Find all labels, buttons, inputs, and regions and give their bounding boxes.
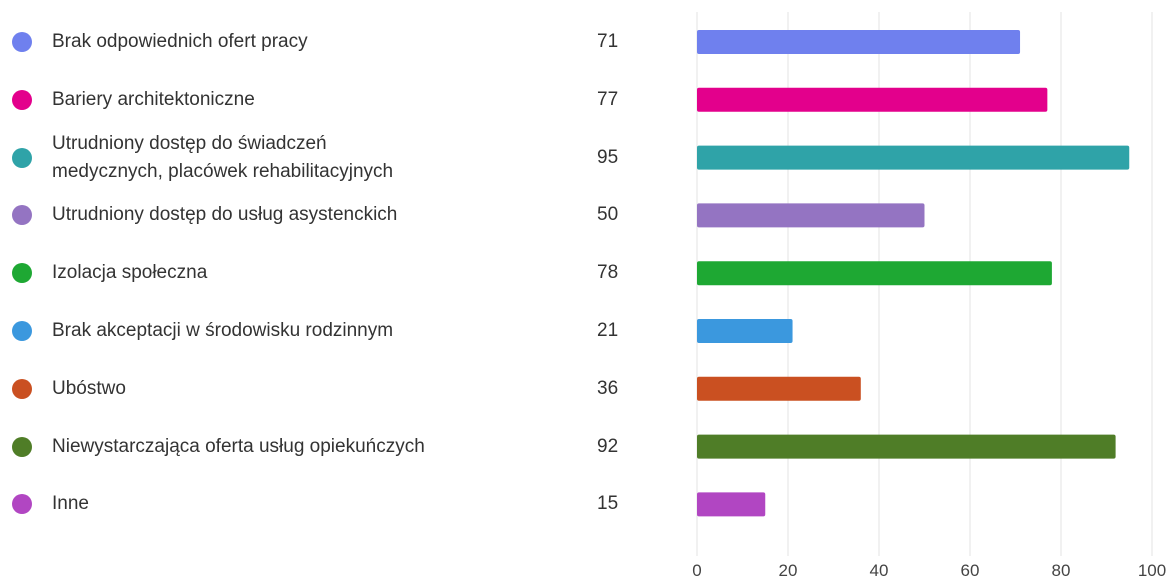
bar: [697, 434, 1116, 459]
bar: [697, 492, 766, 517]
bar: [697, 30, 1021, 54]
category-label: Izolacja społeczna: [52, 262, 208, 284]
legend-dot: [12, 263, 32, 284]
category-label: Utrudniony dostęp do usług asystenckich: [52, 204, 398, 226]
category-label: Ubóstwo: [52, 377, 126, 399]
legend-dot: [12, 89, 32, 110]
bar: [697, 145, 1130, 170]
x-tick-label: 100: [1138, 561, 1166, 580]
x-tick-label: 40: [870, 561, 889, 580]
count-label: 36: [597, 377, 619, 399]
bar: [697, 261, 1052, 286]
count-label: 77: [597, 88, 619, 110]
legend-dot: [12, 378, 32, 399]
x-tick-label: 20: [779, 561, 798, 580]
x-tick-label: 0: [692, 561, 701, 580]
bar: [697, 376, 861, 401]
count-label: 15: [597, 493, 619, 515]
count-label: 71: [597, 31, 619, 52]
legend-dot: [12, 147, 32, 168]
category-label: Utrudniony dostęp do świadczeń medycznyc…: [52, 132, 394, 182]
category-label: Brak akceptacji w środowisku rodzinnym: [52, 320, 394, 341]
bar: [697, 319, 793, 343]
category-label: Brak odpowiednich ofert pracy: [52, 31, 308, 52]
category-label: Bariery architektoniczne: [52, 88, 255, 110]
legend-dot: [12, 436, 32, 457]
x-tick-label: 80: [1052, 561, 1071, 580]
legend-dot: [12, 321, 32, 341]
count-label: 50: [597, 204, 619, 226]
bar: [697, 203, 925, 228]
category-label: Inne: [52, 493, 89, 515]
legend-dot: [12, 32, 32, 52]
count-label: 78: [597, 262, 619, 284]
legend-dot: [12, 205, 32, 226]
count-label: 21: [597, 320, 619, 341]
count-label: 95: [597, 146, 619, 168]
x-tick-label: 60: [961, 561, 980, 580]
count-label: 92: [597, 435, 619, 457]
bar: [697, 87, 1048, 112]
legend-dot: [12, 494, 32, 515]
category-label: Niewystarczająca oferta usług opiekuńczy…: [52, 435, 425, 457]
